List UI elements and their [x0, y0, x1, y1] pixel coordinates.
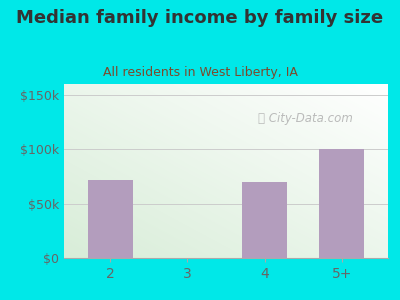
Bar: [88, 180, 133, 258]
Bar: [242, 182, 287, 258]
Text: All residents in West Liberty, IA: All residents in West Liberty, IA: [102, 66, 298, 79]
Bar: [319, 149, 364, 258]
Text: Median family income by family size: Median family income by family size: [16, 9, 384, 27]
Text: ⓘ City-Data.com: ⓘ City-Data.com: [258, 112, 353, 125]
